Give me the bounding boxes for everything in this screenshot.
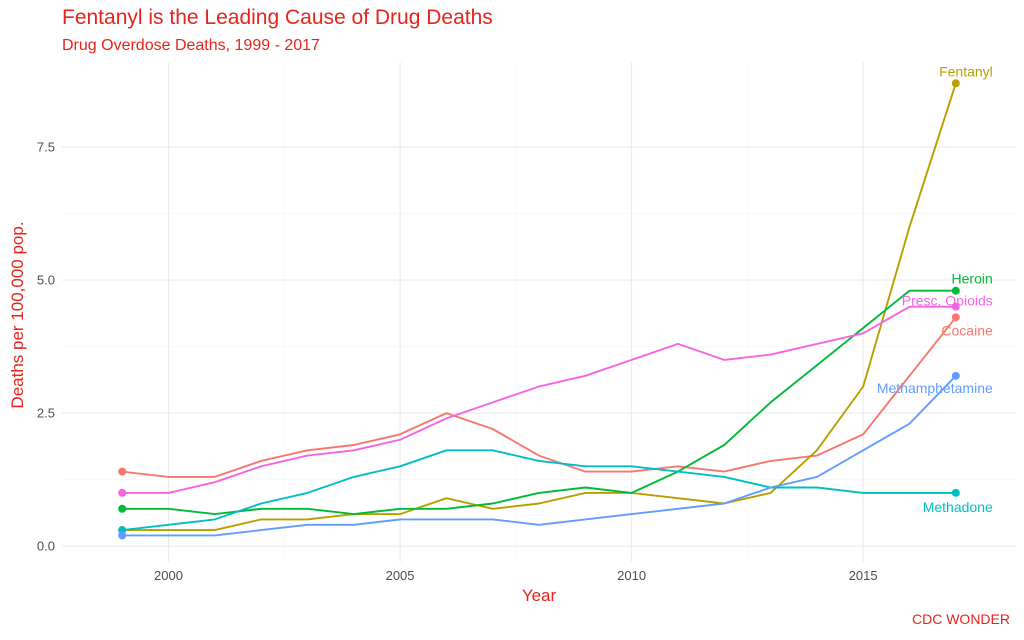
series-label-presc-opioids: Presc. Opioids <box>902 293 993 309</box>
series-label-methadone: Methadone <box>923 499 993 515</box>
series-label-methamphetamine: Methamphetamine <box>877 380 993 396</box>
series-point-cocaine <box>118 467 127 476</box>
series-line-methamphetamine <box>122 375 957 537</box>
x-tick-label: 2010 <box>617 568 646 583</box>
series-point-methadone <box>951 488 960 497</box>
x-tick-label: 2005 <box>386 568 415 583</box>
series-label-fentanyl: Fentanyl <box>939 63 993 79</box>
series-point-heroin <box>118 504 127 513</box>
y-tick-label: 2.5 <box>37 406 55 421</box>
series-line-presc-opioids <box>122 305 956 494</box>
series-line-heroin <box>122 289 956 516</box>
y-tick-label: 5.0 <box>37 273 55 288</box>
x-axis-ticks: 2000 2005 2010 2015 <box>154 568 878 583</box>
x-axis-title: Year <box>522 586 557 605</box>
series-label-heroin: Heroin <box>952 271 993 287</box>
series-point-fentanyl <box>951 79 960 88</box>
series-point-heroin <box>951 286 960 295</box>
chart-subtitle: Drug Overdose Deaths, 1999 - 2017 <box>62 37 320 54</box>
y-tick-label: 7.5 <box>37 140 55 155</box>
series-labels: Cocaine Fentanyl Heroin Methadone Methamphet… <box>877 63 993 515</box>
series-point-methamphetamine <box>118 531 127 540</box>
y-axis-ticks: 0.0 2.5 5.0 7.5 <box>37 140 55 554</box>
source-caption: CDC WONDER <box>912 611 1010 627</box>
y-axis-title: Deaths per 100,000 pop. <box>8 221 27 408</box>
series-lines <box>122 83 957 537</box>
series-line-cocaine <box>122 316 957 478</box>
y-tick-label: 0.0 <box>37 539 55 554</box>
series-line-methadone <box>122 449 956 532</box>
x-tick-label: 2000 <box>154 568 183 583</box>
series-points <box>118 79 960 540</box>
x-tick-label: 2015 <box>849 568 878 583</box>
series-label-cocaine: Cocaine <box>941 322 993 338</box>
grid <box>62 62 1016 562</box>
series-point-presc-opioids <box>951 302 960 311</box>
series-line-fentanyl <box>122 83 957 532</box>
chart-title: Fentanyl is the Leading Cause of Drug De… <box>62 6 493 29</box>
series-point-presc-opioids <box>118 488 127 497</box>
series-point-methamphetamine <box>951 371 960 380</box>
series-point-cocaine <box>951 313 960 322</box>
